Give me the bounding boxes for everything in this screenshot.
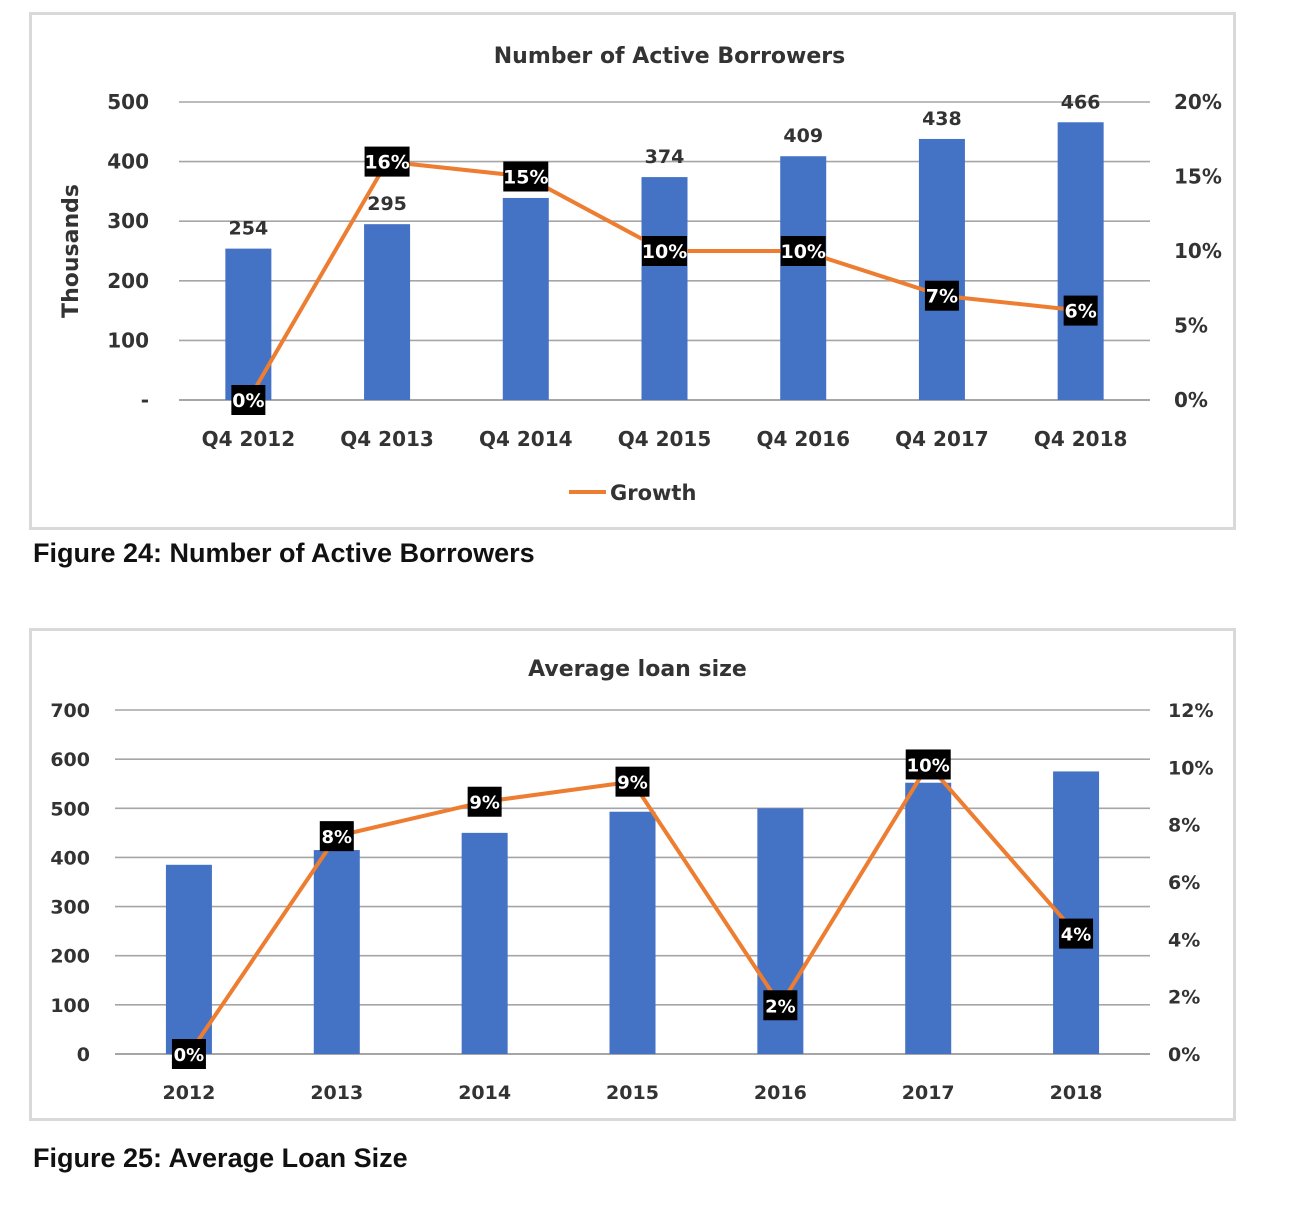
line-data-label: 16% bbox=[364, 152, 409, 174]
y-tick-label: 100 bbox=[107, 328, 149, 352]
bar bbox=[461, 832, 508, 1054]
x-tick-label: Q4 2017 bbox=[895, 427, 989, 451]
y2-tick-label: 10% bbox=[1174, 239, 1222, 263]
y-tick-label: - bbox=[141, 388, 149, 412]
line-label-box bbox=[364, 146, 410, 177]
bar bbox=[609, 811, 656, 1054]
line-label-box bbox=[231, 385, 266, 415]
line-data-label: 2% bbox=[765, 996, 796, 1017]
line-data-label: 8% bbox=[322, 827, 353, 848]
bar bbox=[1053, 771, 1100, 1054]
line-label-box bbox=[171, 1039, 206, 1069]
x-tick-label: 2016 bbox=[754, 1082, 807, 1104]
figure-24-caption: Figure 24: Number of Active Borrowers bbox=[33, 538, 535, 568]
line-data-label: 0% bbox=[232, 390, 264, 412]
y2-tick-label: 12% bbox=[1168, 700, 1213, 722]
bar bbox=[502, 197, 549, 400]
y-tick-label: 0 bbox=[77, 1044, 90, 1066]
borrowers-chart: Number of Active Borrowers - 100 200 300 400 5… bbox=[59, 44, 1222, 505]
y2-tick-label: 10% bbox=[1168, 757, 1213, 779]
x-tick-label: 2013 bbox=[310, 1082, 363, 1104]
line-label-box bbox=[763, 990, 798, 1021]
line-data-label: 4% bbox=[1061, 925, 1092, 946]
bar bbox=[1057, 122, 1104, 400]
bar-value-label: 374 bbox=[645, 146, 685, 168]
borrowers-chart-frame: Number of Active Borrowers - 100 200 300 400 5… bbox=[29, 12, 1236, 530]
y2-tick-label: 15% bbox=[1174, 165, 1222, 189]
line-data-label: 9% bbox=[617, 773, 648, 794]
line-data-label: 10% bbox=[780, 241, 825, 263]
chart-title: Average loan size bbox=[528, 657, 747, 682]
y-tick-label: 700 bbox=[50, 700, 90, 722]
line-label-box bbox=[1059, 918, 1094, 949]
bar bbox=[364, 224, 411, 400]
line-data-label: 6% bbox=[1065, 301, 1097, 323]
bar bbox=[905, 782, 952, 1054]
y2-tick-label: 8% bbox=[1168, 815, 1200, 837]
y2-tick-label: 0% bbox=[1168, 1044, 1200, 1066]
x-tick-label: Q4 2016 bbox=[756, 427, 850, 451]
figure-25-caption: Figure 25: Average Loan Size bbox=[33, 1143, 408, 1173]
bar-value-label: 409 bbox=[783, 125, 823, 147]
y2-tick-label: 2% bbox=[1168, 987, 1200, 1009]
line-data-label: 7% bbox=[926, 286, 958, 308]
y-axis-label: Thousands bbox=[59, 184, 84, 318]
y-tick-label: 100 bbox=[50, 995, 90, 1017]
x-tick-label: 2018 bbox=[1050, 1082, 1103, 1104]
line-data-label: 15% bbox=[503, 167, 548, 189]
y2-tick-label: 4% bbox=[1168, 929, 1200, 951]
y-tick-label: 300 bbox=[50, 897, 90, 919]
y-tick-label: 200 bbox=[107, 269, 149, 293]
bar bbox=[641, 177, 688, 400]
y-tick-label: 200 bbox=[50, 946, 90, 968]
legend-label: Growth bbox=[610, 481, 696, 505]
line-data-label: 9% bbox=[469, 793, 500, 814]
y2-tick-label: 6% bbox=[1168, 872, 1200, 894]
x-tick-label: Q4 2018 bbox=[1034, 427, 1128, 451]
line-data-label: 0% bbox=[174, 1045, 205, 1066]
y-tick-label: 300 bbox=[107, 209, 149, 233]
x-tick-label: Q4 2014 bbox=[479, 427, 573, 451]
bar bbox=[313, 850, 360, 1054]
bar bbox=[780, 156, 827, 400]
line-label-box bbox=[615, 766, 650, 797]
line-label-box bbox=[1063, 295, 1098, 326]
bar bbox=[918, 138, 965, 400]
x-tick-label: 2017 bbox=[902, 1082, 955, 1104]
y2-tick-label: 20% bbox=[1174, 90, 1222, 114]
line-data-label: 10% bbox=[907, 755, 950, 776]
line-data-label: 10% bbox=[642, 241, 687, 263]
x-tick-label: 2014 bbox=[458, 1082, 511, 1104]
y-tick-label: 500 bbox=[107, 90, 149, 114]
y-tick-label: 400 bbox=[107, 150, 149, 174]
line-label-box bbox=[924, 280, 959, 311]
y-tick-label: 400 bbox=[50, 847, 90, 869]
y-tick-label: 500 bbox=[50, 798, 90, 820]
line-label-box bbox=[905, 749, 951, 780]
line-label-box bbox=[319, 821, 354, 852]
x-tick-label: 2012 bbox=[162, 1082, 215, 1104]
y2-tick-label: 0% bbox=[1174, 388, 1208, 412]
bar-value-label: 295 bbox=[367, 193, 407, 215]
line-label-box bbox=[467, 786, 502, 817]
chart-title: Number of Active Borrowers bbox=[494, 44, 845, 69]
line-label-box bbox=[642, 236, 687, 266]
line-label-box bbox=[780, 236, 826, 266]
x-tick-label: Q4 2012 bbox=[202, 427, 296, 451]
y-tick-label: 600 bbox=[50, 749, 90, 771]
x-tick-label: Q4 2013 bbox=[340, 427, 434, 451]
bar-value-label: 254 bbox=[229, 218, 269, 240]
line-label-box bbox=[503, 161, 549, 192]
x-tick-label: Q4 2015 bbox=[618, 427, 712, 451]
loan-size-chart-frame: Average loan size 0 100 200 300 400 500 600 700 0… bbox=[29, 628, 1236, 1121]
bar-value-label: 466 bbox=[1061, 91, 1101, 113]
bar bbox=[165, 864, 212, 1054]
bar bbox=[225, 248, 272, 400]
x-tick-label: 2015 bbox=[606, 1082, 659, 1104]
loan-size-chart: Average loan size 0 100 200 300 400 500 600 700 0… bbox=[50, 657, 1213, 1104]
bar-value-label: 438 bbox=[922, 108, 962, 130]
y2-tick-label: 5% bbox=[1174, 314, 1208, 338]
